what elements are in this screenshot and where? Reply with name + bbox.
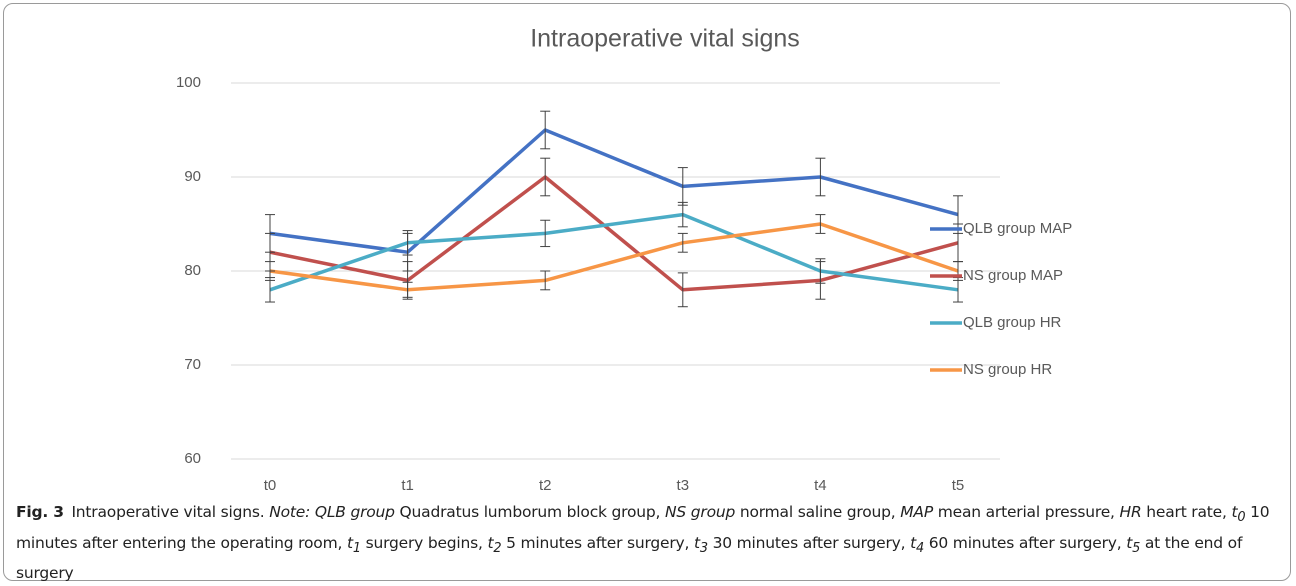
error-bar bbox=[402, 281, 413, 298]
error-bar bbox=[540, 270, 551, 291]
series-line bbox=[269, 222, 959, 292]
frame bbox=[3, 3, 1291, 581]
chart: Intraoperative vital signs 60 70 80 90 100 t0… bbox=[176, 25, 1072, 494]
y-tick-label: 90 bbox=[184, 168, 201, 185]
caption-definition: 5 minutes after surgery, bbox=[501, 533, 690, 552]
caption-term: t0 bbox=[1231, 503, 1246, 526]
caption-definition: 30 minutes after surgery, bbox=[707, 533, 906, 552]
caption-label: Fig. 3 bbox=[16, 503, 64, 521]
error-bar bbox=[815, 157, 826, 197]
x-tick-label: t4 bbox=[814, 477, 827, 494]
caption-term: t2 bbox=[487, 533, 502, 556]
caption-definition: Quadratus lumborum block group, bbox=[394, 503, 661, 521]
caption-definition: 10 minutes after entering the operating … bbox=[16, 503, 1270, 552]
caption-term: HR bbox=[1119, 503, 1142, 521]
caption-note-label: Note: bbox=[269, 503, 311, 521]
caption-term-sub: 5 bbox=[1132, 540, 1141, 556]
caption-term: t5 bbox=[1126, 533, 1141, 556]
caption-definition: 60 minutes after surgery, bbox=[924, 533, 1122, 552]
caption-title: Intraoperative vital signs. bbox=[71, 503, 265, 521]
y-tick-label: 100 bbox=[176, 74, 201, 91]
x-tick-label: t1 bbox=[401, 477, 414, 494]
series-line bbox=[269, 212, 959, 292]
caption-term-sub: 2 bbox=[493, 540, 502, 556]
caption: Fig. 3 Intraoperative vital signs. Note:… bbox=[16, 500, 1281, 586]
caption-term: MAP bbox=[900, 503, 933, 521]
series-line bbox=[269, 175, 959, 292]
caption-term: t3 bbox=[693, 533, 708, 556]
error-bar bbox=[677, 232, 688, 253]
chart-title: Intraoperative vital signs bbox=[530, 25, 800, 53]
y-tick-label: 70 bbox=[184, 356, 201, 373]
error-bar bbox=[815, 258, 826, 284]
error-bar bbox=[540, 110, 551, 150]
error-bar bbox=[815, 214, 826, 234]
caption-term-sub: 0 bbox=[1237, 510, 1246, 526]
caption-definition: normal saline group, bbox=[735, 503, 896, 521]
y-tick-label: 80 bbox=[184, 262, 201, 279]
x-tick-label: t3 bbox=[677, 477, 690, 494]
caption-term: NS group bbox=[665, 503, 736, 521]
error-bar bbox=[402, 230, 413, 256]
error-bar bbox=[540, 219, 551, 248]
caption-term-sub: 3 bbox=[699, 540, 708, 556]
error-bar bbox=[265, 261, 275, 281]
caption-definition: at the end of surgery bbox=[16, 533, 1243, 583]
caption-definition: mean arterial pressure, bbox=[932, 503, 1115, 521]
legend-label: NS group MAP bbox=[963, 267, 1063, 284]
error-bar bbox=[677, 272, 688, 308]
y-tick-label: 60 bbox=[184, 450, 201, 467]
x-tick-label: t2 bbox=[539, 477, 552, 494]
caption-term-sub: 1 bbox=[352, 540, 361, 556]
caption-term: t1 bbox=[346, 533, 361, 556]
legend-label: QLB group HR bbox=[963, 314, 1062, 331]
caption-term-sub: 4 bbox=[916, 540, 925, 556]
legend-label: QLB group MAP bbox=[963, 220, 1072, 237]
caption-term: QLB group bbox=[314, 503, 395, 521]
caption-term: t4 bbox=[910, 533, 925, 556]
legend-label: NS group HR bbox=[963, 361, 1052, 378]
x-tick-label: t0 bbox=[264, 477, 277, 494]
caption-definition: heart rate, bbox=[1141, 503, 1227, 521]
caption-definition: surgery begins, bbox=[360, 533, 483, 552]
x-tick-label: t5 bbox=[952, 477, 965, 494]
error-bar bbox=[540, 157, 551, 197]
error-bar bbox=[677, 201, 688, 228]
